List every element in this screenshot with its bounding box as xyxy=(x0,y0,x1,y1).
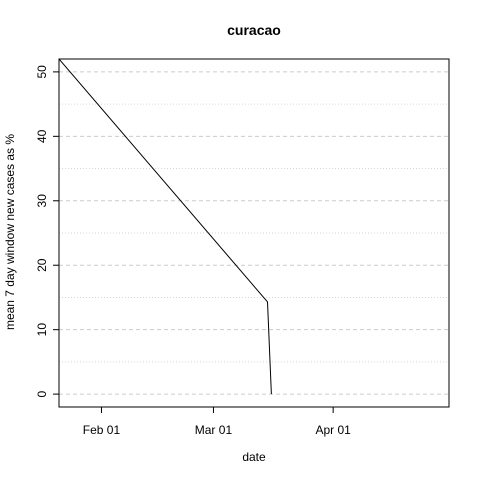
y-axis-label: mean 7 day window new cases as % xyxy=(3,134,17,330)
y-axis: 0 10 20 30 40 50 xyxy=(35,65,59,397)
series-layer xyxy=(59,59,272,395)
x-tick-label: Feb 01 xyxy=(83,423,121,437)
y-tick-label: 40 xyxy=(35,129,49,143)
series-line xyxy=(59,59,272,395)
chart-title: curacao xyxy=(227,22,281,38)
x-tick-label: Mar 01 xyxy=(195,423,233,437)
y-tick-label: 20 xyxy=(35,258,49,272)
plot-frame xyxy=(58,58,450,408)
x-tick-label: Apr 01 xyxy=(315,423,351,437)
grid xyxy=(59,71,449,395)
y-tick-label: 0 xyxy=(35,390,49,397)
x-axis-label: date xyxy=(242,450,266,464)
y-tick-label: 50 xyxy=(35,65,49,79)
x-axis: Feb 01 Mar 01 Apr 01 xyxy=(83,407,351,437)
y-tick-label: 30 xyxy=(35,194,49,208)
y-tick-label: 10 xyxy=(35,323,49,337)
